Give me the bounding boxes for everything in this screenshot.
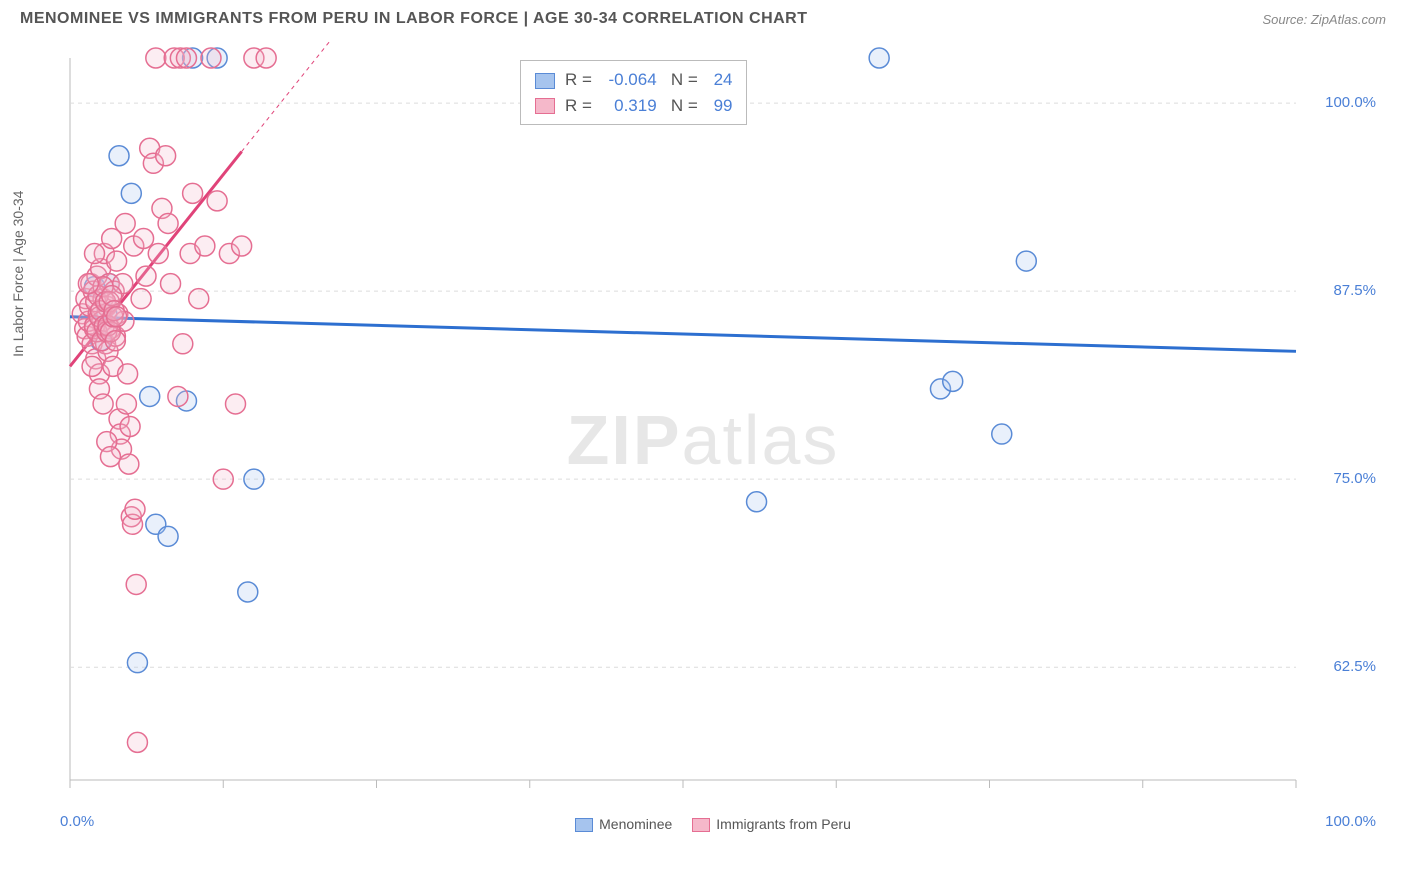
data-point: [134, 229, 154, 249]
data-point: [158, 526, 178, 546]
data-point: [207, 191, 227, 211]
data-point: [105, 331, 125, 351]
data-point: [226, 394, 246, 414]
data-point: [85, 244, 105, 264]
data-point: [173, 334, 193, 354]
data-point: [156, 146, 176, 166]
data-point: [109, 146, 129, 166]
data-point: [131, 289, 151, 309]
data-point: [201, 48, 221, 68]
data-point: [992, 424, 1012, 444]
stat-legend-row: R = -0.064 N = 24: [535, 67, 732, 93]
legend-swatch: [535, 98, 555, 114]
legend-label: Menominee: [599, 816, 672, 832]
legend-swatch: [692, 818, 710, 832]
y-tick-label: 62.5%: [1333, 658, 1376, 675]
data-point: [232, 236, 252, 256]
chart-area: In Labor Force | Age 30-34 ZIPatlas R = …: [20, 40, 1386, 840]
data-point: [943, 371, 963, 391]
data-point: [100, 447, 120, 467]
n-value: 99: [702, 93, 732, 119]
data-point: [1016, 251, 1036, 271]
r-value: 0.319: [597, 93, 657, 119]
data-point: [195, 236, 215, 256]
legend-swatch: [535, 73, 555, 89]
data-point: [146, 48, 166, 68]
stat-legend-row: R = 0.319 N = 99: [535, 93, 732, 119]
series-legend: Menominee Immigrants from Peru: [20, 816, 1386, 832]
data-point: [161, 274, 181, 294]
data-point: [244, 469, 264, 489]
data-point: [115, 213, 135, 233]
data-point: [121, 183, 141, 203]
data-point: [119, 454, 139, 474]
data-point: [140, 386, 160, 406]
data-point: [82, 356, 102, 376]
data-point: [125, 499, 145, 519]
data-point: [183, 183, 203, 203]
data-point: [747, 492, 767, 512]
n-label: N =: [671, 96, 703, 115]
scatter-chart: [60, 40, 1386, 840]
data-point: [107, 307, 127, 327]
data-point: [118, 364, 138, 384]
chart-source: Source: ZipAtlas.com: [1262, 12, 1386, 27]
chart-header: MENOMINEE VS IMMIGRANTS FROM PERU IN LAB…: [0, 0, 1406, 33]
r-label: R =: [565, 96, 597, 115]
data-point: [158, 213, 178, 233]
data-point: [127, 732, 147, 752]
y-tick-label: 100.0%: [1325, 94, 1376, 111]
data-point: [136, 266, 156, 286]
correlation-legend: R = -0.064 N = 24R = 0.319 N = 99: [520, 60, 747, 125]
data-point: [168, 386, 188, 406]
data-point: [213, 469, 233, 489]
data-point: [256, 48, 276, 68]
r-label: R =: [565, 70, 597, 89]
data-point: [127, 653, 147, 673]
data-point: [120, 417, 140, 437]
y-tick-label: 87.5%: [1333, 282, 1376, 299]
n-label: N =: [671, 70, 703, 89]
chart-title: MENOMINEE VS IMMIGRANTS FROM PERU IN LAB…: [20, 10, 808, 28]
y-axis-label: In Labor Force | Age 30-34: [10, 191, 26, 357]
legend-swatch: [575, 818, 593, 832]
legend-label: Immigrants from Peru: [716, 816, 851, 832]
data-point: [238, 582, 258, 602]
n-value: 24: [702, 67, 732, 93]
data-point: [116, 394, 136, 414]
data-point: [78, 274, 98, 294]
data-point: [189, 289, 209, 309]
data-point: [93, 394, 113, 414]
y-tick-label: 75.0%: [1333, 470, 1376, 487]
data-point: [869, 48, 889, 68]
data-point: [107, 251, 127, 271]
data-point: [126, 574, 146, 594]
data-point: [148, 244, 168, 264]
r-value: -0.064: [597, 67, 657, 93]
data-point: [176, 48, 196, 68]
